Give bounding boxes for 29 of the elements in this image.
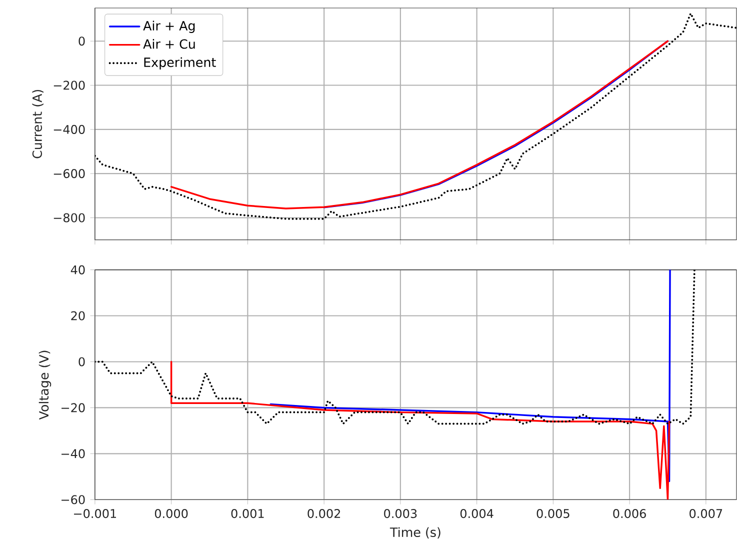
y-tick-label: 40	[70, 265, 85, 275]
line-series	[270, 270, 671, 482]
x-axis-title: Time (s)	[390, 527, 440, 539]
x-tick-label: 0.007	[690, 509, 722, 518]
y-tick-label: −20	[62, 403, 85, 412]
legend-label: Air + Cu	[143, 39, 195, 49]
x-tick-label: 0.004	[460, 509, 494, 518]
line-series	[94, 270, 696, 425]
x-tick-label: −0.001	[74, 509, 116, 518]
y-axis-title: Voltage (V)	[38, 350, 52, 420]
y-tick-label: −400	[54, 125, 85, 134]
x-tick-label: 0.006	[613, 509, 646, 518]
x-tick-label: 0.002	[308, 509, 340, 518]
x-tick-label: 0.003	[384, 509, 417, 518]
legend-label: Experiment	[144, 57, 216, 70]
y-tick-label: 20	[71, 311, 85, 320]
x-tick-label: 0.001	[231, 509, 264, 518]
y-tick-label: −200	[54, 80, 85, 90]
y-tick-label: 0	[78, 36, 85, 46]
y-tick-label: −40	[62, 449, 85, 458]
legend-label: Air + Ag	[143, 20, 195, 34]
x-tick-label: 0.005	[536, 509, 570, 518]
y-axis-title: Current (A)	[32, 90, 44, 158]
line-series	[170, 361, 670, 500]
y-tick-label: −60	[62, 495, 85, 504]
y-tick-label: 0	[78, 357, 85, 366]
y-tick-label: −600	[54, 169, 85, 178]
x-tick-label: 0.000	[154, 509, 188, 518]
y-tick-label: −800	[54, 213, 85, 222]
